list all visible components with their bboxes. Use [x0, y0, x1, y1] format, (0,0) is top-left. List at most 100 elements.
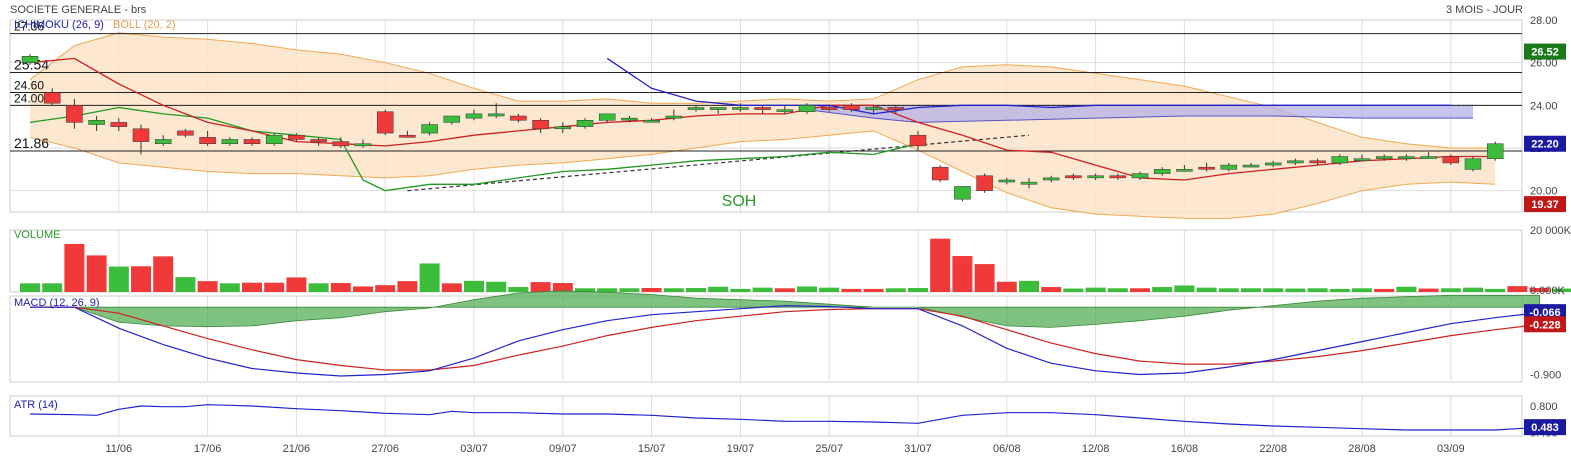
atr-y-tick-label: 0.800: [1530, 401, 1558, 413]
candle-body: [1420, 156, 1437, 159]
volume-bar: [1551, 288, 1571, 292]
volume-bar: [974, 264, 995, 292]
volume-bar: [1463, 287, 1483, 292]
axis-labels: 11/06 17/06 21/06 27/06 03/07 09/07 15/07 19/07…: [105, 15, 1571, 455]
volume-bar: [1063, 288, 1084, 292]
volume-bar: [508, 287, 529, 292]
candle-body: [310, 139, 327, 142]
atr-badge-bg: [1524, 419, 1566, 436]
macd-panel: MACD (12, 26, 9): [14, 290, 1540, 377]
candle-body: [976, 175, 993, 191]
volume-bar: [996, 281, 1017, 292]
volume-bar: [108, 266, 129, 292]
macd-histogram: [30, 290, 1540, 328]
atr-line: [29, 404, 1540, 431]
price-y-tick-label: 26.00: [1530, 58, 1558, 70]
volume-bar: [1529, 287, 1550, 292]
macd-signal-line: [30, 306, 1540, 371]
price-y-tick-label: 20.00: [1530, 186, 1558, 198]
candle-body: [820, 107, 838, 110]
macd-line: [30, 305, 1540, 377]
volume-bar: [908, 287, 928, 292]
candle-body: [1020, 181, 1038, 185]
x-tick-label: 16/08: [1171, 443, 1199, 455]
volume-bar: [863, 288, 884, 292]
volume-bar: [1041, 287, 1062, 292]
candle-body: [532, 120, 549, 130]
volume-bar: [86, 255, 107, 292]
price-badge-bg: [1524, 135, 1566, 152]
x-tick-label: 15/07: [638, 443, 666, 455]
candle-body: [687, 107, 705, 110]
candle-body: [665, 115, 683, 119]
candle-body: [43, 92, 61, 104]
volume-bar: [1196, 287, 1217, 292]
bollinger-indicator-label: BOLL (20, 2): [113, 19, 176, 31]
x-tick-label: 21/06: [283, 443, 311, 455]
price-badge-text: 26.52: [1531, 47, 1559, 59]
atr-title: ATR (14): [14, 399, 58, 411]
volume-bar: [1485, 288, 1506, 292]
volume-bar: [219, 283, 240, 292]
volume-bar: [197, 281, 218, 292]
candle-body: [1087, 175, 1104, 179]
candle-body: [554, 126, 572, 130]
volume-bar: [575, 288, 595, 292]
candle-body: [598, 113, 616, 121]
macd-badge-text: -0.228: [1529, 319, 1560, 331]
volume-bar: [708, 286, 729, 292]
volume-bar: [663, 288, 684, 292]
level-label: 24.00: [14, 91, 44, 105]
price-badge-text: 22.20: [1531, 139, 1559, 151]
x-tick-label: 27/06: [371, 443, 399, 455]
candle-body: [843, 105, 860, 110]
candle-body: [199, 137, 216, 144]
x-tick-label: 28/08: [1348, 443, 1376, 455]
candle-body: [465, 113, 483, 119]
volume-bar: [1130, 288, 1150, 292]
macd-badge-bg: [1524, 304, 1566, 321]
candle-body: [732, 107, 749, 110]
volume-bar: [885, 288, 906, 292]
volume-bar: [641, 287, 662, 292]
volume-bar: [952, 256, 973, 292]
volume-bar: [1019, 280, 1039, 292]
candle-body: [931, 166, 949, 181]
volume-bar: [730, 288, 751, 292]
volume-bar: [419, 263, 440, 292]
ichimoku-senkou-b-line: [806, 109, 1473, 123]
candle-body: [621, 117, 638, 121]
candle-body: [1131, 173, 1149, 179]
candle-body: [154, 139, 172, 144]
volume-bar: [242, 282, 262, 292]
candle-body: [1464, 158, 1482, 170]
x-tick-label: 09/07: [549, 443, 577, 455]
volume-bar: [530, 282, 551, 292]
candle-body: [376, 111, 394, 134]
x-tick-label: 12/08: [1082, 443, 1110, 455]
candle-body: [399, 134, 416, 138]
volume-bar: [797, 286, 817, 292]
volume-bar: [1374, 288, 1395, 292]
volume-bar: [464, 280, 484, 292]
candle-body: [1220, 164, 1238, 170]
ichimoku-cloud: [807, 105, 1473, 123]
volume-bar: [1241, 288, 1261, 292]
candle-body: [909, 134, 927, 147]
candle-body: [1309, 160, 1326, 164]
volume-bar: [841, 288, 862, 292]
x-tick-label: 22/08: [1259, 443, 1287, 455]
price-badge-bg: [1524, 196, 1566, 213]
level-label: 27.36: [14, 20, 44, 34]
candle-body: [243, 139, 261, 144]
panel-frame: [9, 19, 1523, 213]
macd-badge-text: -0.066: [1529, 307, 1560, 319]
candle-body: [1242, 164, 1260, 168]
candle-body: [332, 141, 350, 147]
x-tick-label: 03/07: [460, 443, 488, 455]
bollinger-band-fill: [30, 32, 1496, 219]
price-badge-bg: [1524, 43, 1566, 60]
volume-bar: [64, 243, 85, 292]
candle-body: [288, 134, 305, 140]
